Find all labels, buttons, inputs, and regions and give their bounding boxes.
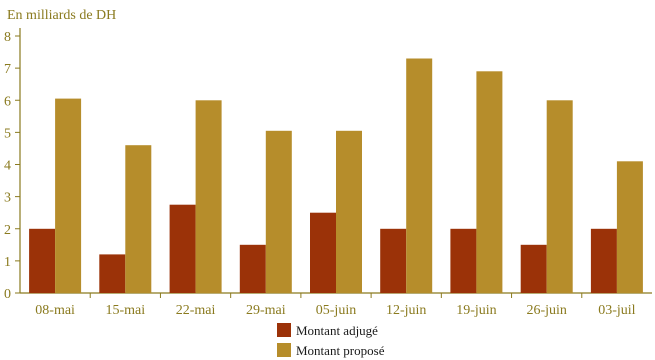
bar-montant-adjuge bbox=[169, 204, 196, 293]
bar-montant-adjuge bbox=[450, 228, 477, 294]
x-tick-label: 05-juin bbox=[316, 303, 356, 318]
x-tick-label: 26-juin bbox=[526, 303, 566, 318]
bar-montant-propose bbox=[55, 98, 82, 293]
tick-labels: 0 1 2 3 4 5 6 7 8 08-mai 15-mai 22-mai 29-mai 05-juin… bbox=[4, 30, 636, 318]
bar-montant-adjuge bbox=[590, 228, 617, 294]
x-tick-label: 03-juil bbox=[598, 303, 635, 318]
bar-montant-adjuge bbox=[29, 228, 56, 294]
bars bbox=[29, 58, 643, 294]
y-axis-unit-label: En milliards de DH bbox=[7, 8, 116, 23]
x-tick-label: 15-mai bbox=[106, 303, 146, 318]
legend-label-propose: Montant proposé bbox=[296, 343, 385, 358]
legend-swatch-adjuge bbox=[277, 323, 291, 337]
y-tick-label: 8 bbox=[4, 30, 11, 45]
bar-montant-propose bbox=[546, 100, 573, 294]
x-tick-label: 29-mai bbox=[246, 303, 286, 318]
legend: Montant adjugé Montant proposé bbox=[277, 323, 385, 358]
legend-swatch-propose bbox=[277, 343, 291, 357]
x-tick-label: 08-mai bbox=[35, 303, 75, 318]
y-tick-label: 4 bbox=[4, 159, 11, 174]
bar-montant-propose bbox=[406, 58, 433, 293]
x-tick-label: 12-juin bbox=[386, 303, 426, 318]
y-tick-label: 1 bbox=[4, 255, 11, 270]
bar-montant-adjuge bbox=[99, 254, 126, 293]
y-tick-label: 6 bbox=[4, 94, 11, 109]
legend-label-adjuge: Montant adjugé bbox=[296, 323, 378, 338]
bar-montant-adjuge bbox=[239, 244, 266, 293]
bar-montant-propose bbox=[265, 130, 292, 293]
bar-montant-propose bbox=[616, 161, 643, 293]
bar-montant-adjuge bbox=[380, 228, 407, 294]
bar-montant-propose bbox=[125, 145, 152, 293]
y-tick-label: 0 bbox=[4, 287, 11, 302]
x-tick-label: 22-mai bbox=[176, 303, 216, 318]
y-tick-label: 2 bbox=[4, 223, 11, 238]
y-tick-label: 5 bbox=[4, 126, 11, 141]
bar-montant-propose bbox=[336, 130, 362, 293]
bar-montant-adjuge bbox=[310, 212, 336, 293]
y-tick-label: 3 bbox=[4, 191, 11, 206]
x-tick-label: 19-juin bbox=[456, 303, 496, 318]
y-tick-label: 7 bbox=[4, 62, 11, 77]
bar-montant-propose bbox=[476, 71, 503, 293]
bar-montant-propose bbox=[195, 100, 222, 294]
bar-montant-adjuge bbox=[520, 244, 547, 293]
